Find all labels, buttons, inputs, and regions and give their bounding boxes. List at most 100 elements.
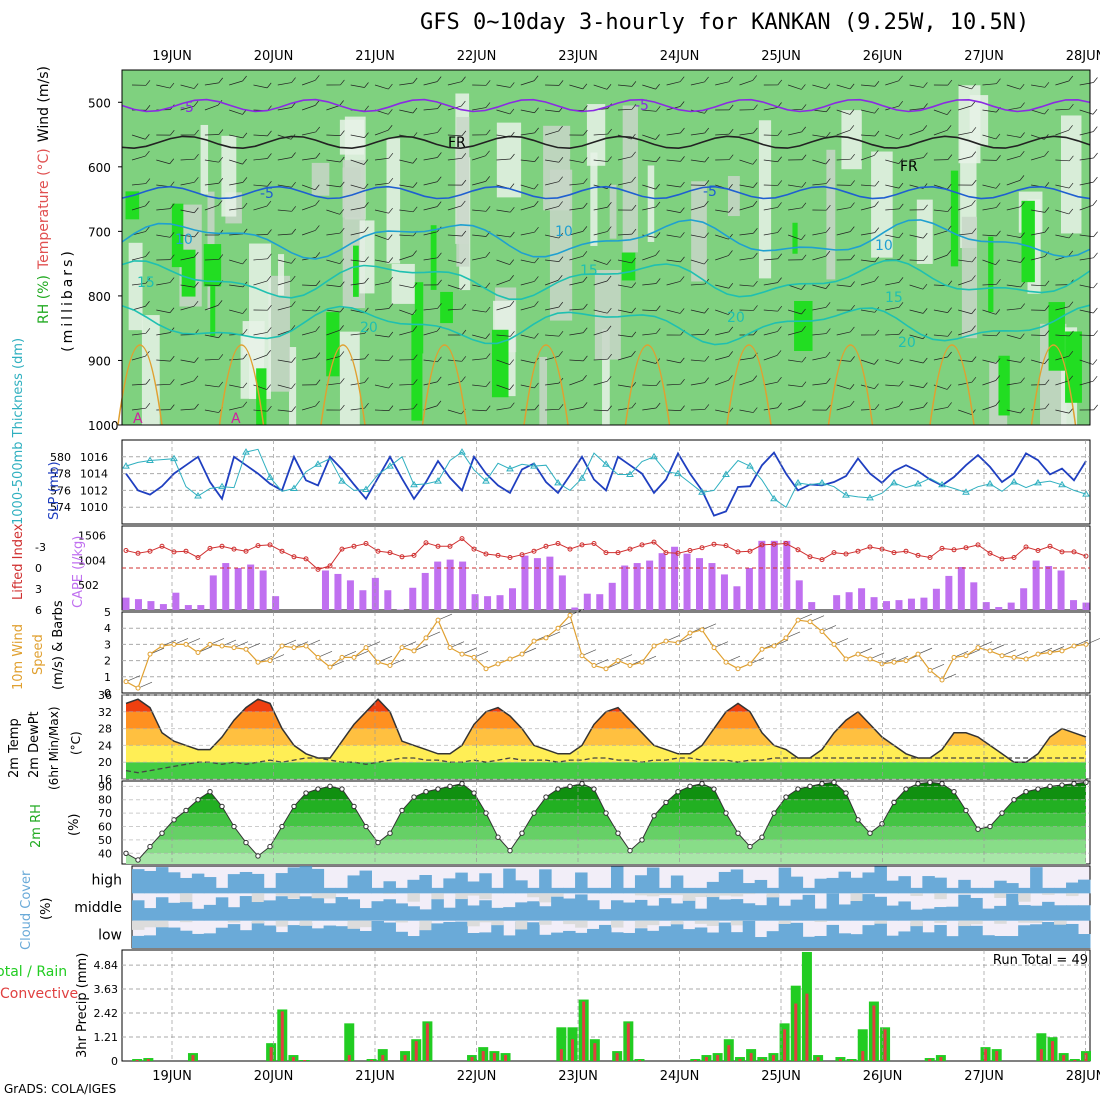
wind-tick-label: 2 — [104, 655, 111, 668]
wind-barb — [739, 132, 754, 136]
wind-barb-flag — [898, 302, 904, 308]
lifted-marker — [975, 542, 981, 548]
cloud-cell — [1054, 887, 1067, 894]
rh-moist-patch — [181, 249, 196, 297]
rh-marker — [999, 810, 1005, 816]
wind10-marker — [195, 650, 201, 655]
wind-barb — [569, 359, 584, 362]
wind10-barb — [449, 641, 465, 648]
cloud-cell — [802, 936, 816, 948]
wind-barb-flag — [461, 329, 467, 336]
wind-barb — [1006, 382, 1021, 386]
surface-contour-label: A — [231, 411, 241, 427]
wind10-barb — [305, 639, 321, 647]
wind-barb — [277, 306, 292, 311]
wind-barb-flag — [1068, 208, 1074, 215]
cape-bar — [795, 580, 803, 610]
cloud-cell — [874, 922, 887, 948]
wind10-marker — [735, 666, 741, 672]
wind-barb-flag — [801, 234, 806, 240]
wind-barb — [642, 184, 656, 190]
cloud-cell — [862, 925, 875, 948]
wind-barb — [909, 407, 924, 411]
wind-barb — [229, 109, 243, 115]
wind-barb-flag — [582, 327, 588, 333]
wind-barb-flag — [606, 275, 612, 282]
wind-barb — [423, 132, 438, 136]
wind-barb — [909, 108, 924, 111]
cloud-cell — [970, 925, 983, 948]
cloud-gap — [179, 893, 193, 902]
wind-barb-flag — [461, 179, 467, 186]
wind-barb-flag — [583, 355, 588, 362]
wind-barb — [1006, 359, 1021, 363]
wind-barb-flag — [704, 156, 710, 163]
rh-moist-patch — [1065, 331, 1082, 403]
rh-marker — [915, 780, 921, 787]
wind-barb — [836, 359, 851, 362]
wind-barb-flag — [825, 131, 831, 138]
wind10-barb — [869, 652, 885, 660]
wind-barb — [326, 309, 341, 313]
panel-frame — [121, 611, 1091, 694]
thickness-marker — [218, 482, 226, 490]
cape-bar — [646, 560, 654, 610]
cloud-cell — [179, 930, 193, 948]
wind-barb-flag — [364, 353, 369, 360]
wind-barb-flag — [874, 107, 879, 114]
wind-barb-flag — [656, 305, 661, 311]
wind-barb-flag — [898, 133, 903, 140]
cloud-cell — [1078, 934, 1091, 948]
wind-barb-flag — [850, 254, 855, 260]
wind-barb-flag — [364, 328, 369, 334]
precip-conv-bar — [269, 1047, 273, 1061]
wind-barb — [958, 330, 972, 336]
wind-barb — [496, 209, 511, 213]
cloud-cell — [599, 887, 612, 894]
wind-barb-flag — [947, 79, 953, 86]
rh-marker — [1023, 789, 1029, 795]
wind-barb — [1079, 204, 1093, 211]
wind-barb-flag — [485, 206, 491, 212]
wind-barb — [423, 405, 438, 411]
wind-barb — [958, 309, 972, 315]
wind-barb-flag — [582, 83, 588, 90]
wind-barb-flag — [169, 82, 175, 89]
wind-barb — [617, 284, 632, 288]
wind-barb-flag — [291, 357, 296, 363]
wind10-barb — [389, 659, 405, 666]
wind-barb-flag — [680, 232, 685, 238]
wind10-barb — [329, 660, 345, 668]
wind-barb-flag — [412, 158, 418, 164]
wind-barb — [933, 209, 948, 212]
date-label-top: 26JUN — [863, 49, 903, 64]
cloud-cell — [539, 869, 552, 894]
cloud-gap — [155, 920, 169, 928]
temp-ylabel-2: 2m DewPt — [27, 711, 42, 778]
precip-conv-bar — [403, 1055, 407, 1061]
wind-barb-flag — [436, 201, 442, 207]
precip-conv-bar — [1062, 1055, 1066, 1061]
wind-barb — [593, 84, 608, 90]
wind-barb-flag — [996, 155, 1001, 161]
wind-barb-flag — [971, 376, 977, 383]
cloud-cell — [1078, 905, 1091, 921]
wind-barb — [399, 109, 414, 114]
cloud-gap — [1054, 920, 1067, 925]
wind-barb — [617, 407, 632, 411]
cloud-cell — [227, 874, 241, 894]
wind-barb-flag — [728, 283, 734, 289]
precip-conv-bar — [760, 1059, 764, 1061]
wind-barb — [763, 355, 778, 361]
wind-barb — [253, 280, 268, 286]
wind-barb-flag — [947, 307, 952, 313]
wind-barb — [1079, 284, 1094, 289]
panel-frame — [121, 69, 1091, 426]
wind10-barb — [881, 657, 897, 665]
wind-barb-flag — [631, 382, 637, 388]
wind-barb — [326, 232, 341, 236]
cape-bar — [484, 596, 492, 610]
wind10-marker — [315, 654, 321, 660]
wind-barb-flag — [194, 129, 199, 136]
wind-barb-flag — [364, 256, 369, 262]
